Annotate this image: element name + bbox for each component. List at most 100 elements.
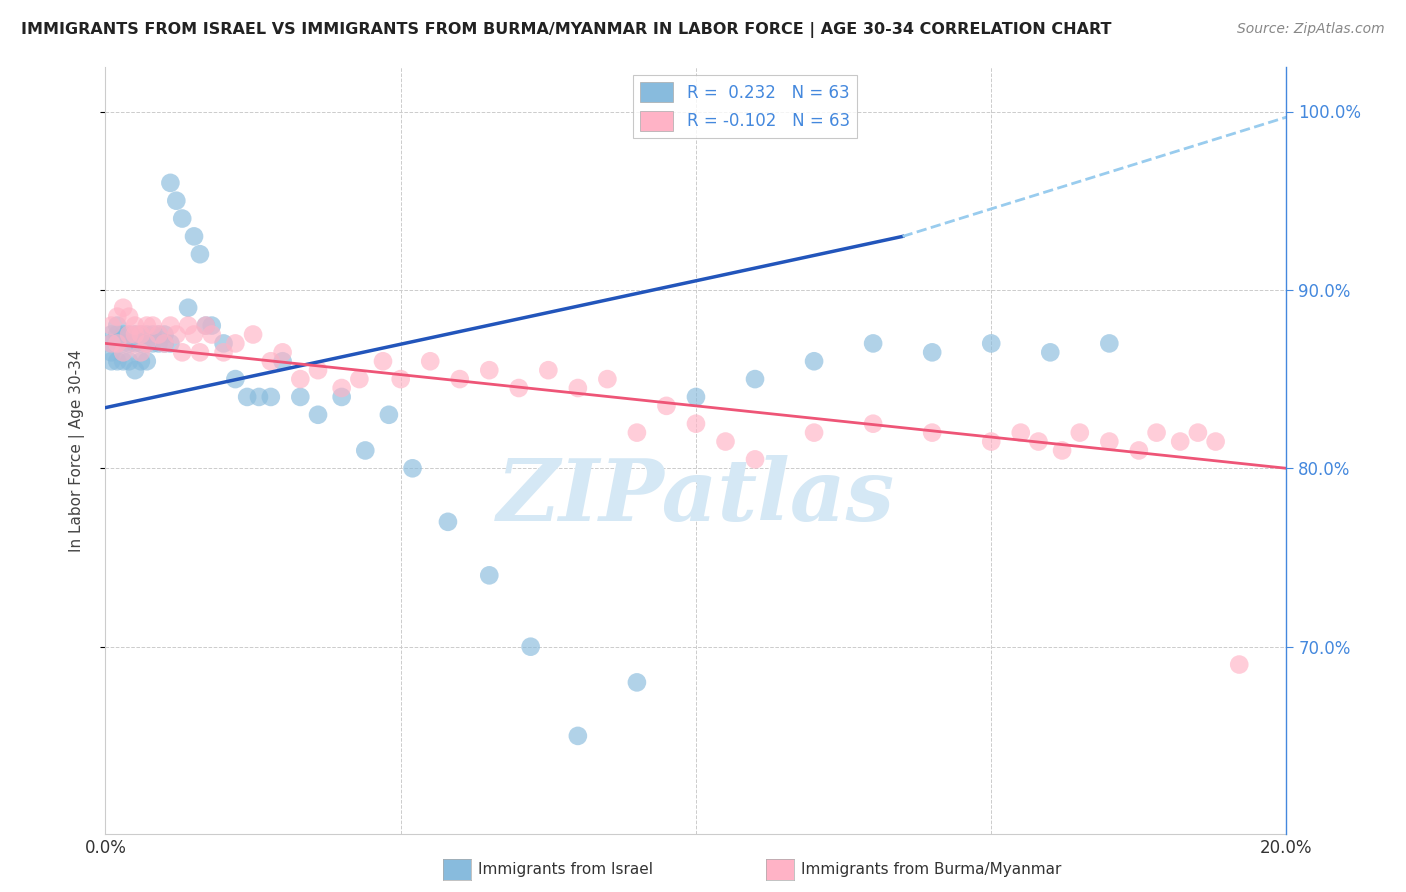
- Point: [148, 336, 170, 351]
- Point: [744, 372, 766, 386]
- Point: [803, 354, 825, 368]
- Point: [105, 310, 128, 324]
- Point: [105, 336, 128, 351]
- Point: [112, 354, 135, 368]
- Point: [401, 461, 423, 475]
- Point: [260, 390, 283, 404]
- Point: [142, 336, 165, 351]
- Point: [655, 399, 678, 413]
- Point: [105, 354, 128, 368]
- Point: [172, 211, 194, 226]
- Point: [112, 301, 135, 315]
- Point: [105, 327, 128, 342]
- Point: [165, 327, 187, 342]
- Point: [271, 354, 294, 368]
- Point: [1168, 434, 1191, 449]
- Point: [626, 425, 648, 440]
- Y-axis label: In Labor Force | Age 30-34: In Labor Force | Age 30-34: [69, 349, 84, 552]
- Point: [159, 318, 181, 333]
- Point: [271, 345, 294, 359]
- Point: [118, 310, 141, 324]
- Point: [1146, 425, 1168, 440]
- Point: [135, 336, 157, 351]
- Point: [508, 381, 530, 395]
- Point: [165, 194, 187, 208]
- Point: [212, 345, 235, 359]
- Point: [921, 345, 943, 359]
- Point: [596, 372, 619, 386]
- Point: [290, 372, 312, 386]
- Point: [124, 327, 146, 342]
- Point: [371, 354, 394, 368]
- Point: [519, 640, 541, 654]
- Point: [135, 336, 157, 351]
- Point: [124, 363, 146, 377]
- Point: [112, 327, 135, 342]
- Point: [1227, 657, 1250, 672]
- Point: [980, 434, 1002, 449]
- Point: [124, 327, 146, 342]
- Point: [105, 318, 128, 333]
- Point: [236, 390, 259, 404]
- Point: [247, 390, 270, 404]
- Point: [685, 390, 707, 404]
- Point: [307, 363, 329, 377]
- Point: [212, 336, 235, 351]
- Point: [124, 318, 146, 333]
- Point: [862, 336, 884, 351]
- Point: [378, 408, 401, 422]
- Point: [478, 568, 501, 582]
- Point: [100, 318, 122, 333]
- Point: [224, 372, 246, 386]
- Point: [224, 336, 246, 351]
- Point: [201, 327, 224, 342]
- Point: [129, 336, 152, 351]
- Point: [349, 372, 371, 386]
- Point: [100, 336, 122, 351]
- Point: [744, 452, 766, 467]
- Point: [172, 345, 194, 359]
- Point: [1050, 443, 1073, 458]
- Point: [567, 729, 589, 743]
- Point: [1098, 434, 1121, 449]
- Point: [100, 345, 122, 359]
- Point: [242, 327, 264, 342]
- Point: [118, 327, 141, 342]
- Point: [105, 336, 128, 351]
- Point: [1039, 345, 1062, 359]
- Point: [148, 327, 170, 342]
- Point: [1028, 434, 1050, 449]
- Point: [980, 336, 1002, 351]
- Point: [290, 390, 312, 404]
- Point: [354, 443, 377, 458]
- Point: [177, 318, 200, 333]
- Point: [129, 327, 152, 342]
- Point: [100, 327, 122, 342]
- Point: [159, 336, 181, 351]
- Point: [124, 336, 146, 351]
- Point: [118, 354, 141, 368]
- Point: [803, 425, 825, 440]
- Point: [129, 345, 152, 359]
- Point: [188, 247, 211, 261]
- Point: [478, 363, 501, 377]
- Point: [194, 318, 217, 333]
- Point: [118, 327, 141, 342]
- Point: [159, 176, 181, 190]
- Point: [112, 345, 135, 359]
- Point: [118, 336, 141, 351]
- Point: [419, 354, 441, 368]
- Point: [188, 345, 211, 359]
- Point: [626, 675, 648, 690]
- Point: [1205, 434, 1227, 449]
- Point: [100, 336, 122, 351]
- Point: [260, 354, 283, 368]
- Text: Source: ZipAtlas.com: Source: ZipAtlas.com: [1237, 22, 1385, 37]
- Point: [1098, 336, 1121, 351]
- Point: [135, 354, 157, 368]
- Point: [330, 390, 353, 404]
- Legend: R =  0.232   N = 63, R = -0.102   N = 63: R = 0.232 N = 63, R = -0.102 N = 63: [634, 75, 856, 137]
- Point: [437, 515, 460, 529]
- Point: [201, 318, 224, 333]
- Point: [537, 363, 560, 377]
